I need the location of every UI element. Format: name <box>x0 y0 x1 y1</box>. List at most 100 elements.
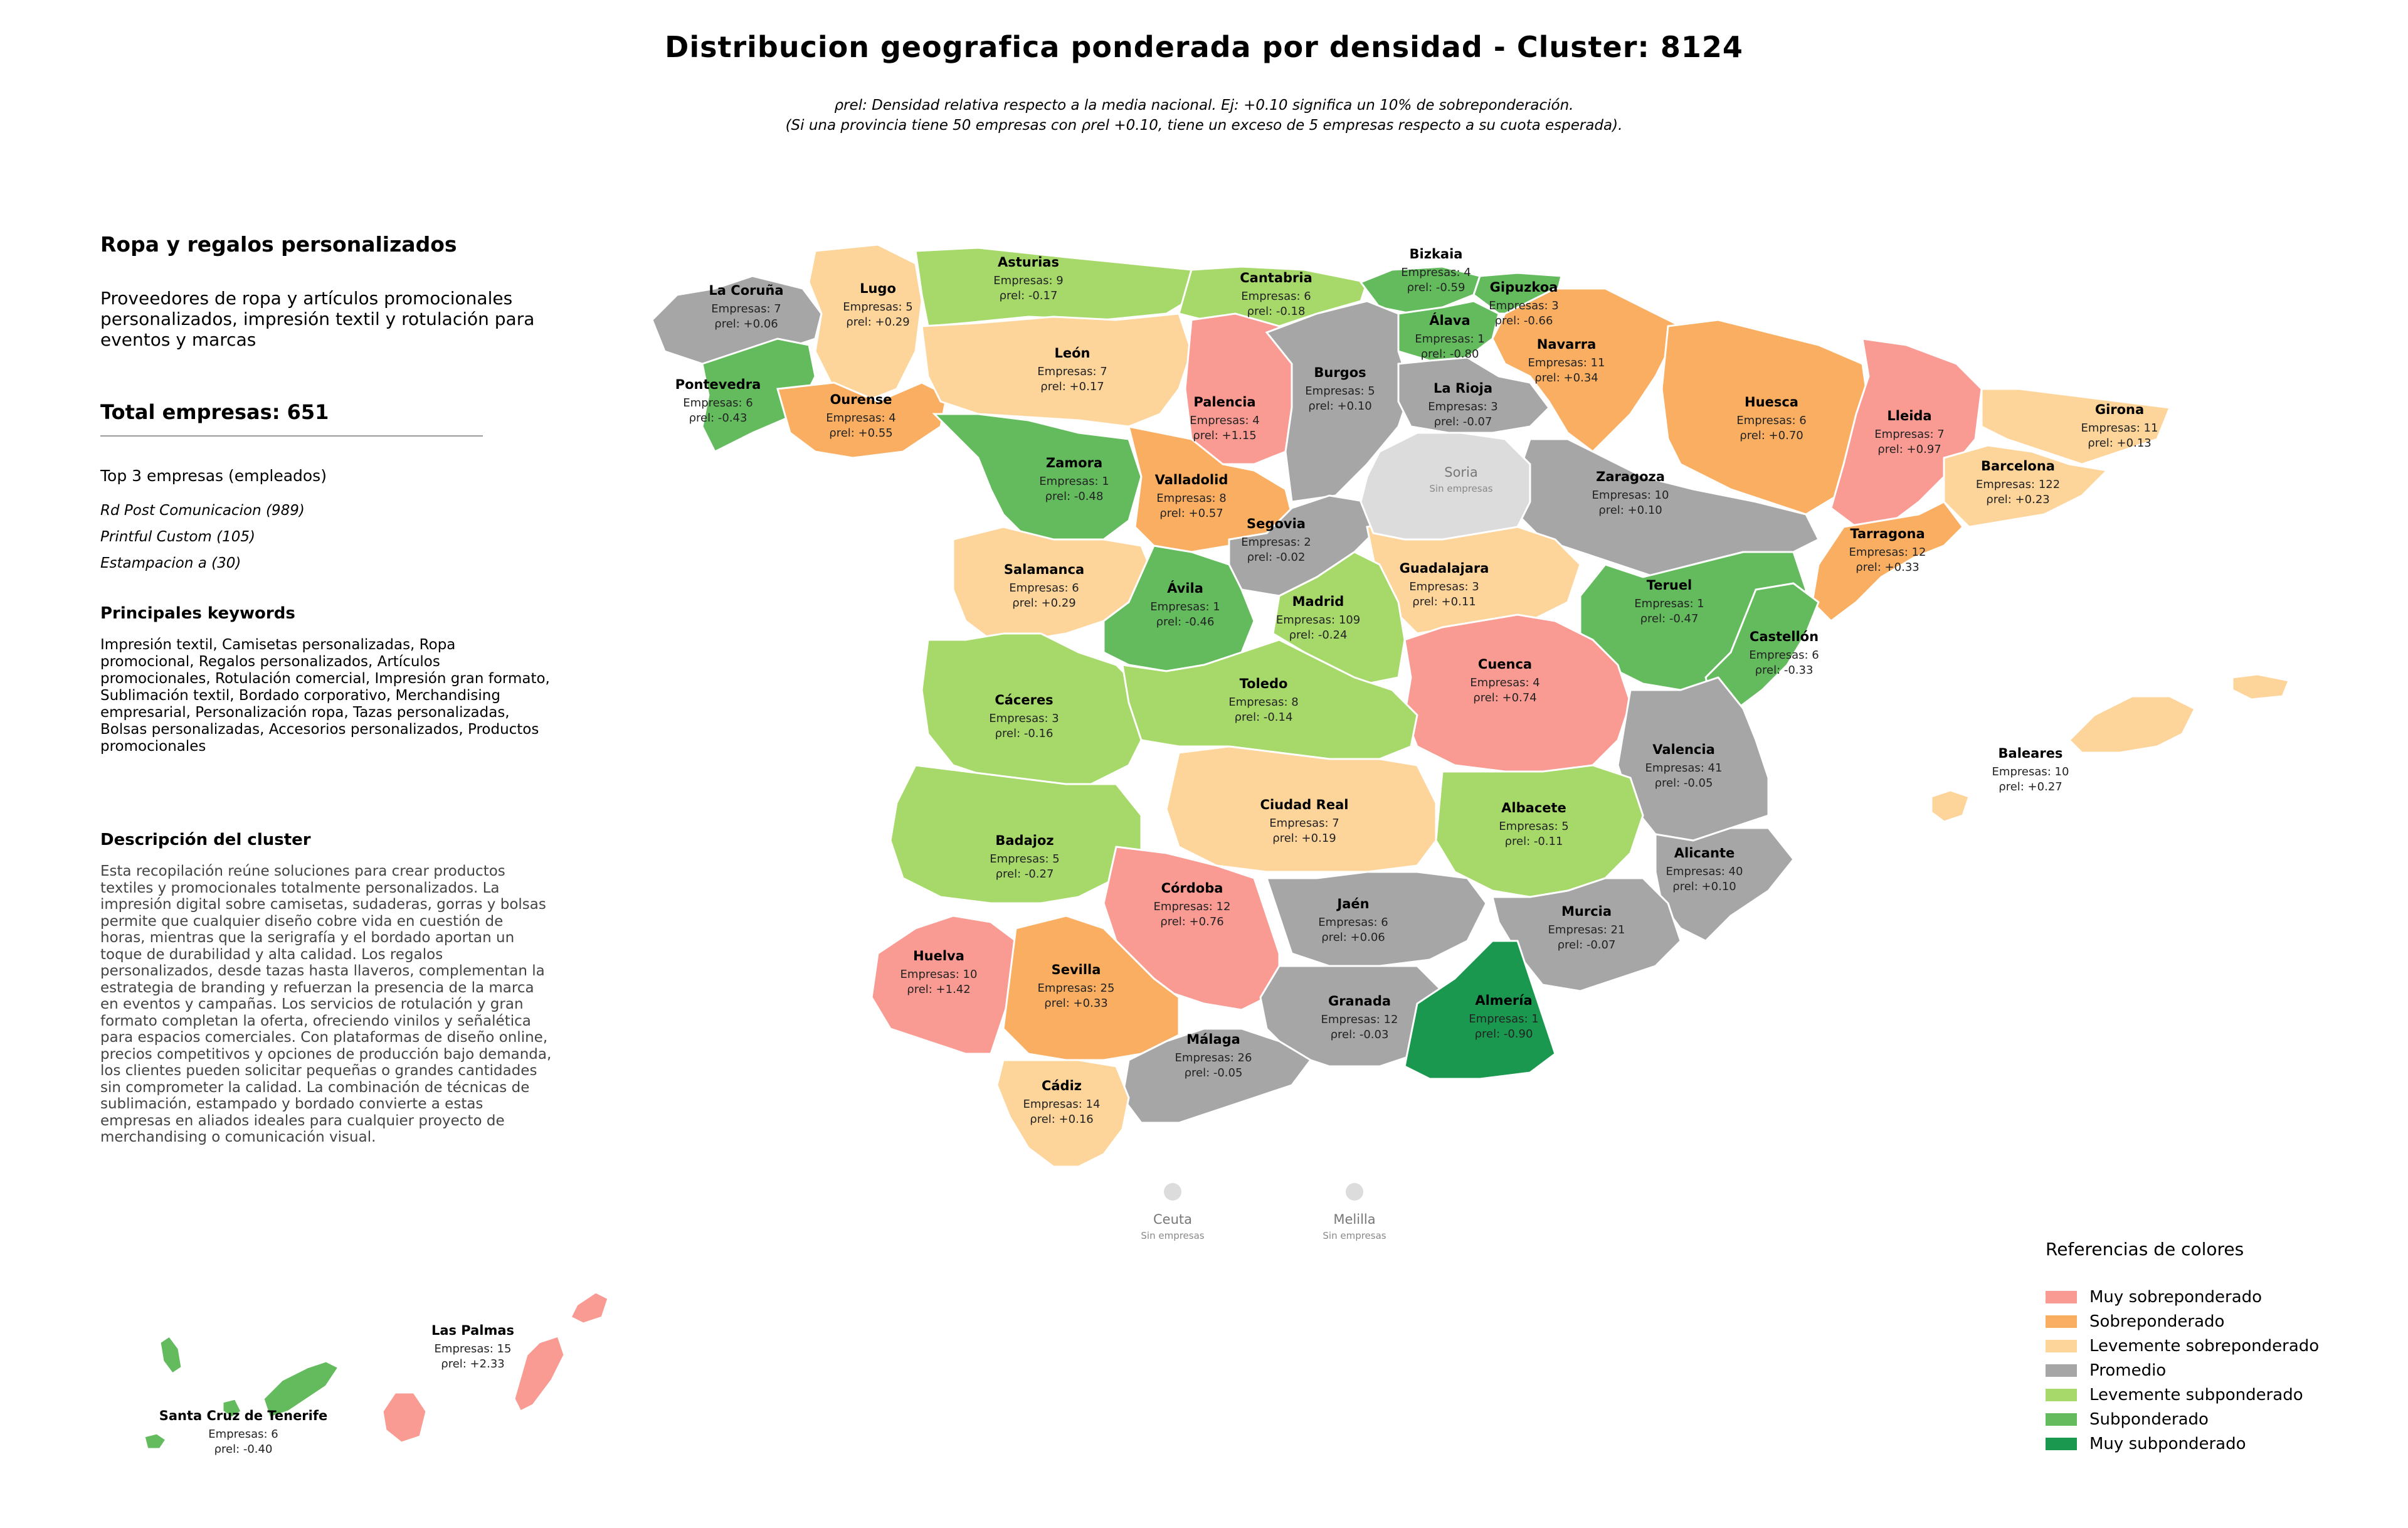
province-count-huelva: Empresas: 10 <box>900 968 978 981</box>
province-label-jaen: Jaén <box>1336 896 1369 911</box>
province-count-asturias: Empresas: 9 <box>993 274 1063 287</box>
province-huelva[interactable] <box>870 915 1017 1055</box>
province-almeria[interactable] <box>1403 940 1556 1080</box>
province-rho-girona: ρrel: +0.13 <box>2088 437 2151 450</box>
region-label-melilla: Melilla <box>1333 1212 1375 1227</box>
cluster-name: Ropa y regalos personalizados <box>100 232 457 257</box>
province-valencia[interactable] <box>1617 676 1770 842</box>
keywords-text: Impresión textil, Camisetas personalizad… <box>100 637 550 755</box>
province-rho-barcelona: ρrel: +0.23 <box>1986 493 2049 506</box>
province-count-albacete: Empresas: 5 <box>1499 820 1568 833</box>
province-cadiz[interactable] <box>996 1059 1130 1168</box>
province-malaga[interactable] <box>1121 1027 1312 1124</box>
province-lugo[interactable] <box>808 243 923 403</box>
region-label-ceuta: Ceuta <box>1153 1212 1192 1227</box>
province-label-segovia: Segovia <box>1247 516 1306 531</box>
province-label-lleida: Lleida <box>1887 408 1931 423</box>
province-count-castellon: Empresas: 6 <box>1749 649 1819 662</box>
province-zamora[interactable] <box>932 413 1143 541</box>
top-company-2: Printful Custom (105) <box>100 529 255 545</box>
province-rho-almeria: ρrel: -0.90 <box>1475 1027 1533 1041</box>
province-label-asturias: Asturias <box>998 255 1059 270</box>
province-count-la-rioja: Empresas: 3 <box>1428 400 1497 413</box>
legend-item: Muy sobreponderado <box>2046 1285 2397 1309</box>
province-count-cadiz: Empresas: 14 <box>1023 1098 1101 1111</box>
province-lleida[interactable] <box>1830 337 1983 528</box>
province-label-alicante: Alicante <box>1674 846 1735 861</box>
province-label-pontevedra: Pontevedra <box>675 377 761 392</box>
province-ciudad-real[interactable] <box>1165 745 1437 873</box>
province-rho-sevilla: ρrel: +0.33 <box>1044 997 1107 1010</box>
province-toledo[interactable] <box>1121 639 1418 760</box>
province-label-madrid: Madrid <box>1292 594 1344 609</box>
province-count-alicante: Empresas: 40 <box>1666 865 1743 878</box>
province-count-avila: Empresas: 1 <box>1150 600 1220 613</box>
province-caceres[interactable] <box>921 632 1149 785</box>
province-count-segovia: Empresas: 2 <box>1241 536 1311 549</box>
region-ceuta[interactable] <box>1164 1183 1181 1201</box>
province-label-guadalajara: Guadalajara <box>1400 561 1489 576</box>
province-girona[interactable] <box>1980 388 2172 465</box>
region-melilla[interactable] <box>1346 1183 1363 1201</box>
province-label-almeria: Almería <box>1475 993 1532 1008</box>
province-label-valencia: Valencia <box>1652 742 1714 757</box>
province-count-alava: Empresas: 1 <box>1415 332 1484 346</box>
province-label-badajoz: Badajoz <box>995 833 1054 848</box>
province-huesca[interactable] <box>1661 319 1870 516</box>
province-label-caceres: Cáceres <box>995 692 1053 708</box>
region-note-melilla: Sin empresas <box>1323 1230 1386 1241</box>
subtitle-line-1: ρrel: Densidad relativa respecto a la me… <box>834 97 1574 114</box>
province-ourense[interactable] <box>776 381 948 459</box>
province-label-cordoba: Córdoba <box>1161 881 1223 896</box>
province-label-cantabria: Cantabria <box>1240 270 1312 285</box>
province-rho-la-rioja: ρrel: -0.07 <box>1434 415 1492 428</box>
province-rho-badajoz: ρrel: -0.27 <box>996 867 1054 881</box>
province-count-valladolid: Empresas: 8 <box>1156 492 1226 505</box>
province-la-rioja[interactable] <box>1397 356 1550 434</box>
chart-title: Distribucion geografica ponderada por de… <box>665 30 1743 64</box>
province-count-caceres: Empresas: 3 <box>989 712 1059 725</box>
province-badajoz[interactable] <box>889 764 1143 905</box>
color-legend: Referencias de colores Muy sobreponderad… <box>2046 1239 2397 1456</box>
province-barcelona[interactable] <box>1943 444 2110 528</box>
province-count-cuenca: Empresas: 4 <box>1470 676 1539 689</box>
region-note-soria: Sin empresas <box>1429 483 1492 494</box>
province-rho-lleida: ρrel: +0.97 <box>1877 443 1941 456</box>
province-baleares[interactable] <box>1930 673 2291 823</box>
province-label-teruel: Teruel <box>1647 578 1692 593</box>
legend-label: Muy sobreponderado <box>2089 1287 2263 1307</box>
province-count-lugo: Empresas: 5 <box>843 300 912 314</box>
province-count-bizkaia: Empresas: 4 <box>1401 266 1471 279</box>
top-company-1: Rd Post Comunicacion (989) <box>100 502 305 519</box>
province-count-sevilla: Empresas: 25 <box>1038 982 1115 995</box>
province-rho-guadalajara: ρrel: +0.11 <box>1412 595 1476 608</box>
province-albacete[interactable] <box>1435 764 1644 898</box>
province-rho-alava: ρrel: -0.80 <box>1421 348 1479 361</box>
province-leon[interactable] <box>921 312 1193 428</box>
province-count-madrid: Empresas: 109 <box>1276 613 1360 627</box>
province-rho-jaen: ρrel: +0.06 <box>1321 931 1385 944</box>
province-santa-cruz-de-tenerife[interactable] <box>143 1334 341 1450</box>
province-label-huesca: Huesca <box>1745 395 1798 410</box>
province-label-palencia: Palencia <box>1193 395 1255 410</box>
province-navarra[interactable] <box>1491 287 1682 453</box>
province-label-zaragoza: Zaragoza <box>1596 469 1665 484</box>
region-soria[interactable] <box>1360 432 1531 541</box>
province-rho-alicante: ρrel: +0.10 <box>1672 880 1736 893</box>
province-count-guadalajara: Empresas: 3 <box>1409 580 1479 593</box>
province-label-avila: Ávila <box>1167 580 1203 596</box>
province-castellon[interactable] <box>1704 582 1820 710</box>
province-count-ourense: Empresas: 4 <box>826 411 895 425</box>
province-jaen[interactable] <box>1265 871 1487 967</box>
subtitle-line-2: (Si una provincia tiene 50 empresas con … <box>785 117 1623 134</box>
province-rho-ciudad-real: ρrel: +0.19 <box>1272 832 1336 845</box>
province-count-badajoz: Empresas: 5 <box>990 852 1059 866</box>
province-rho-cantabria: ρrel: -0.18 <box>1247 305 1306 318</box>
province-count-almeria: Empresas: 1 <box>1469 1012 1538 1026</box>
province-burgos[interactable] <box>1265 300 1412 503</box>
province-rho-santa-cruz-de-tenerife: ρrel: -0.40 <box>214 1443 273 1456</box>
province-las-palmas[interactable] <box>381 1291 610 1444</box>
legend-label: Subponderado <box>2089 1409 2209 1429</box>
legend-item: Promedio <box>2046 1358 2397 1382</box>
